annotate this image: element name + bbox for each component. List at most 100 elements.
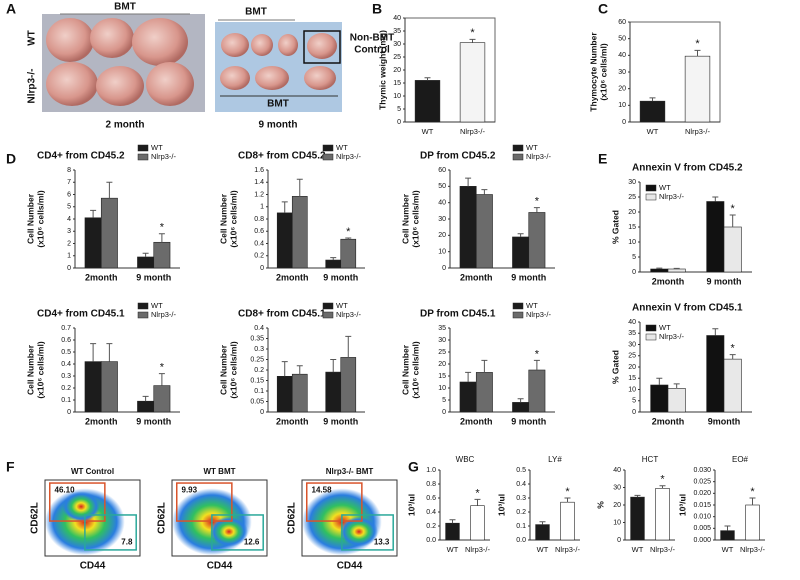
axis-label: CD44: [207, 561, 233, 572]
gate: [341, 514, 394, 551]
error-bar: [724, 525, 731, 531]
y-tick-label: 35: [628, 330, 636, 337]
gate-value: 12.6: [244, 537, 260, 546]
error-bar: [449, 519, 456, 524]
error-bar: [729, 354, 736, 360]
bar: [706, 335, 725, 413]
bar: [667, 268, 686, 273]
y-tick-label: 0.1: [61, 397, 71, 404]
bar: [291, 196, 308, 269]
bar: [137, 256, 155, 269]
error-bar: [296, 365, 303, 375]
error-bar: [465, 371, 472, 382]
y-axis-label: %: [595, 501, 605, 509]
error-bar: [749, 497, 756, 505]
y-tick-label: 0.2: [254, 253, 264, 260]
y-axis-label: Cell Number: [218, 193, 228, 244]
chart-title: EO#: [732, 455, 749, 464]
y-axis-label: Cell Number: [218, 344, 228, 395]
legend-label: WT: [659, 183, 671, 192]
y-tick-label: 3: [67, 228, 71, 235]
photo-9month: [215, 22, 342, 112]
legend-swatch: [322, 153, 334, 161]
x-tick-label: WT: [722, 545, 734, 554]
y-tick-label: 40: [393, 15, 401, 22]
y-tick-label: 10: [393, 93, 401, 100]
y-axis-label: (x10⁶ cells/ml): [598, 43, 608, 100]
y-tick-label: 0.5: [516, 467, 526, 474]
error-bar: [539, 521, 546, 525]
y-tick-label: 30: [393, 41, 401, 48]
y-tick-label: 0.2: [426, 523, 436, 530]
legend-label: Nlrp3-/-: [526, 152, 552, 161]
bar: [639, 100, 666, 123]
y-tick-label: 0.6: [426, 495, 436, 502]
y-tick-label: 0.8: [426, 481, 436, 488]
y-tick-label: 0.015: [693, 502, 711, 509]
x-tick-label: Nlrp3-/-: [555, 545, 581, 554]
y-tick-label: 4: [67, 216, 71, 223]
bar: [100, 197, 118, 269]
y-tick-label: 0.5: [61, 349, 71, 356]
bar: [84, 217, 102, 269]
x-tick-label: WT: [647, 127, 659, 136]
bar: [276, 375, 293, 413]
y-tick-label: 25: [438, 349, 446, 356]
annotation: *: [346, 226, 351, 238]
bar: [720, 530, 735, 541]
x-tick-label: WT: [537, 545, 549, 554]
y-axis-label: Cell Number: [400, 344, 410, 395]
error-bar: [656, 267, 663, 269]
annotation: *: [535, 348, 540, 360]
x-tick-label: 9 month: [136, 416, 171, 426]
legend-swatch: [137, 153, 149, 161]
error-bar: [90, 343, 97, 362]
bar: [723, 226, 742, 273]
legend-swatch: [137, 311, 149, 319]
y-axis-label: Thymocyte Number: [588, 32, 598, 112]
y-tick-label: 15: [628, 224, 636, 231]
y-tick-label: 30: [613, 484, 621, 491]
x-tick-label: 9 month: [323, 416, 358, 426]
legend-swatch: [645, 193, 657, 201]
panel-letter: F: [6, 459, 15, 475]
y-tick-label: 10: [438, 385, 446, 392]
bar: [655, 488, 670, 541]
x-tick-label: 2month: [276, 416, 309, 426]
y-tick-label: 1: [260, 204, 264, 211]
bar: [475, 372, 493, 413]
bar: [445, 522, 460, 541]
x-tick-label: 9 month: [511, 272, 546, 282]
gate-value: 14.58: [312, 486, 333, 495]
y-tick-label: 0.005: [693, 525, 711, 532]
y-tick-label: 0.15: [250, 377, 264, 384]
error-bar: [142, 252, 149, 257]
annotation: *: [695, 38, 700, 50]
chart-title: DP from CD45.1: [420, 309, 496, 320]
legend-swatch: [512, 144, 524, 152]
panel-letter: G: [408, 459, 419, 475]
error-bar: [533, 359, 540, 370]
y-axis-label: 10³/ul: [496, 494, 506, 516]
annotation: *: [660, 474, 665, 486]
label: Nlrp3-/-: [27, 69, 38, 104]
error-bar: [564, 497, 571, 503]
y-axis-label: % Gated: [610, 210, 620, 244]
bar: [650, 384, 669, 413]
error-bar: [106, 343, 113, 362]
y-tick-label: 0.6: [61, 337, 71, 344]
axis-label: CD62L: [157, 502, 168, 534]
chart-title: CD4+ from CD45.1: [37, 309, 125, 320]
y-tick-label: 0.3: [516, 495, 526, 502]
y-axis-label: Cell Number: [400, 193, 410, 244]
error-bar: [465, 177, 472, 187]
error-bar: [90, 209, 97, 218]
plot-title: WT BMT: [204, 467, 236, 476]
error-bar: [673, 383, 680, 389]
y-tick-label: 60: [618, 19, 626, 26]
gate-value: 9.93: [182, 486, 198, 495]
legend-swatch: [645, 333, 657, 341]
error-bar: [296, 178, 303, 197]
bar: [325, 371, 342, 413]
y-tick-label: 7: [67, 179, 71, 186]
